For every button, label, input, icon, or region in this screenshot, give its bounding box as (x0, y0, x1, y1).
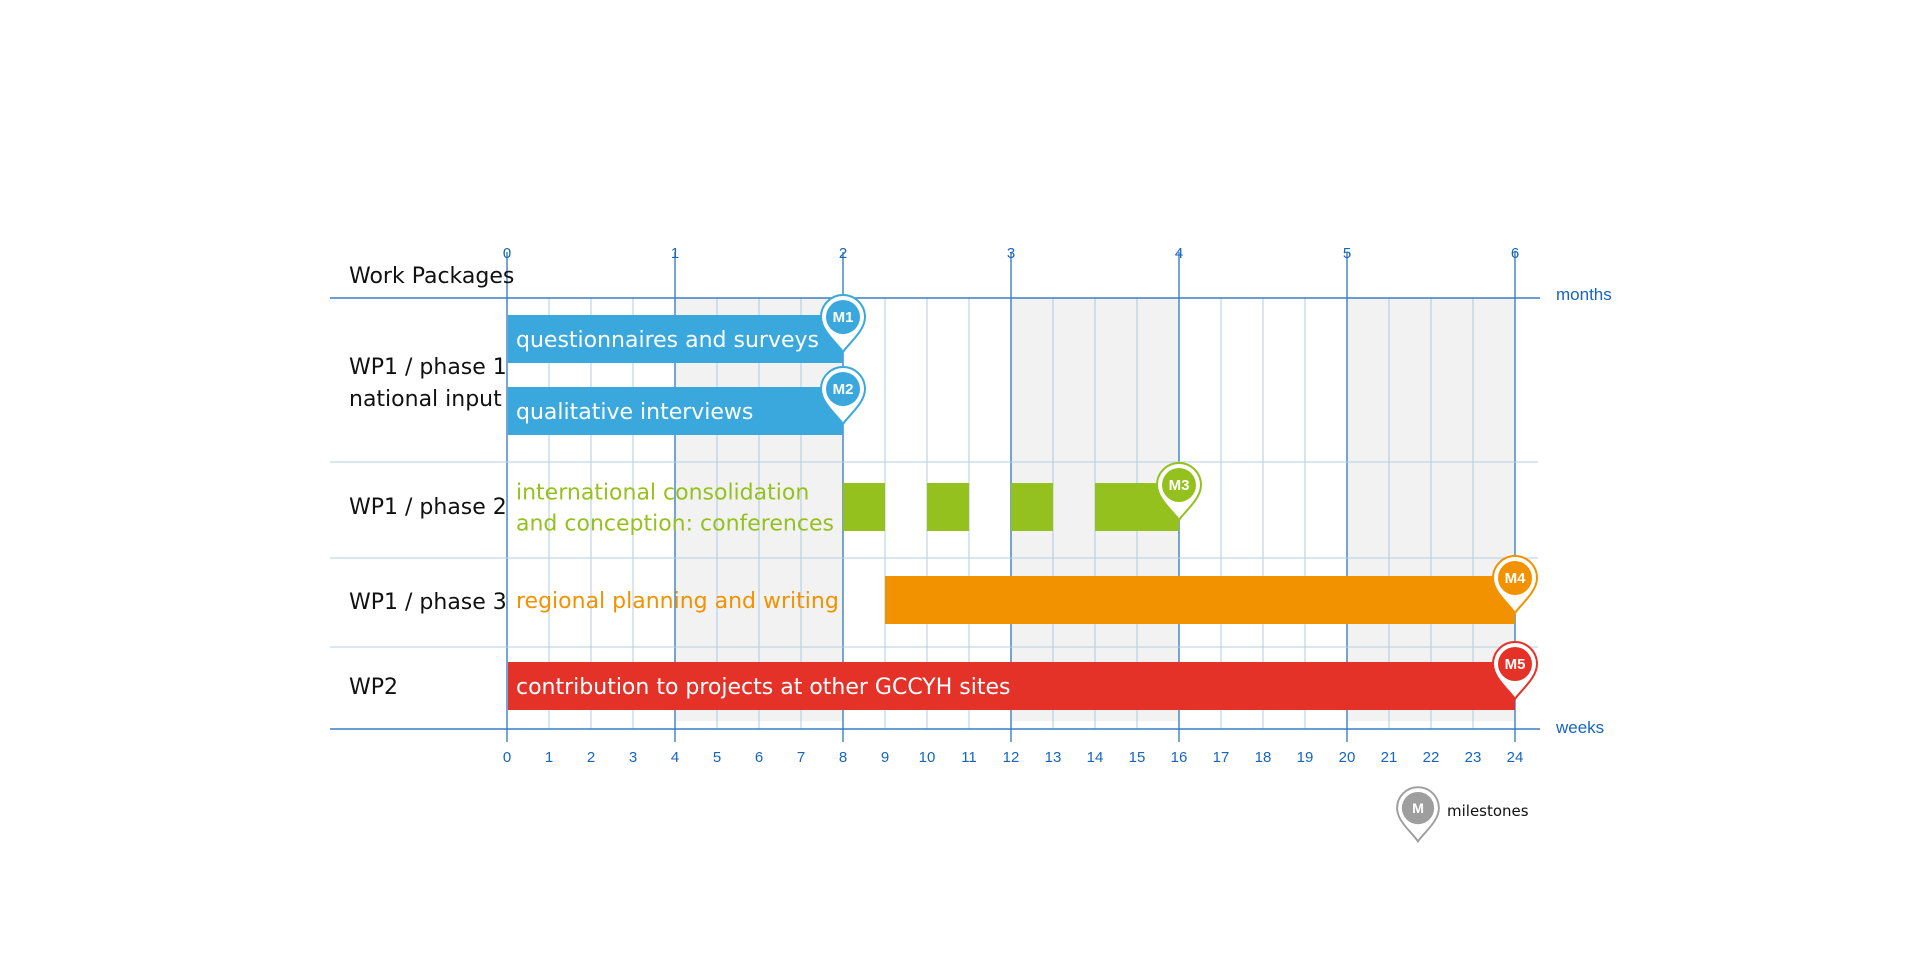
milestone-pin-fill (826, 300, 860, 334)
month-tick-label: 0 (503, 245, 511, 262)
week-tick-label: 3 (629, 749, 637, 766)
row-labels: WP1 / phase 1 national input WP1 / phase 2… (349, 355, 507, 700)
week-tick-label: 10 (919, 749, 936, 766)
task-bar (508, 662, 1515, 710)
row-label: WP2 (349, 675, 398, 700)
months-axis-label: months (1556, 285, 1612, 304)
week-tick-label: 8 (839, 749, 847, 766)
week-tick-label: 19 (1297, 749, 1314, 766)
month-tick-label: 4 (1175, 245, 1183, 262)
task-bar (927, 483, 969, 531)
task-label: international consolidation (516, 481, 809, 506)
row-label: WP1 / phase 3 (349, 590, 507, 615)
row-label: national input (349, 387, 502, 412)
milestone-pin-fill (1498, 647, 1532, 681)
week-tick-label: 1 (545, 749, 553, 766)
tasks: questionnaires and surveys qualitative in… (508, 315, 1515, 710)
week-tick-label: 11 (961, 749, 977, 766)
milestone-label: M5 (1505, 656, 1526, 673)
task-bar (508, 315, 843, 363)
week-tick-label: 15 (1129, 749, 1146, 766)
week-tick-label: 21 (1381, 749, 1398, 766)
milestone-label: M (1412, 801, 1424, 817)
legend: milestones M (1396, 786, 1529, 844)
row-label: WP1 / phase 1 (349, 355, 507, 380)
task-bar (508, 387, 843, 435)
milestone-label: M3 (1169, 477, 1190, 494)
task: questionnaires and surveys (508, 315, 843, 363)
milestone-pin-fill (1401, 791, 1435, 825)
week-tick-label: 7 (797, 749, 805, 766)
milestone-label: M2 (833, 381, 854, 398)
chart-title: Work Packages (349, 264, 514, 289)
milestones: M1 M2 M3 M4 M5 (819, 294, 1539, 701)
task-label: questionnaires and surveys (516, 328, 819, 353)
month-tick-label: 6 (1511, 245, 1519, 262)
week-tick-label: 16 (1171, 749, 1188, 766)
axes: Work Packages months weeks 0 1 2 3 4 5 60 1 2 3 4 5… (349, 245, 1612, 766)
milestone-marker: M3 (1155, 462, 1203, 522)
month-tick-label: 1 (671, 245, 679, 262)
milestone-marker: M1 (819, 294, 867, 354)
task: contribution to projects at other GCCYH … (508, 662, 1515, 710)
milestone-pin-fill (826, 372, 860, 406)
task-bar (1011, 483, 1053, 531)
week-tick-label: 5 (713, 749, 721, 766)
task-label: contribution to projects at other GCCYH … (516, 675, 1010, 700)
week-tick-label: 23 (1465, 749, 1482, 766)
week-tick-label: 13 (1045, 749, 1062, 766)
milestone-marker: M (1396, 786, 1440, 844)
legend-label: milestones (1447, 802, 1529, 820)
task: international consolidation and conceptio… (516, 481, 1179, 537)
week-tick-label: 17 (1213, 749, 1230, 766)
task: regional planning and writing (516, 576, 1515, 624)
week-tick-label: 22 (1423, 749, 1440, 766)
week-tick-label: 12 (1003, 749, 1020, 766)
week-tick-label: 4 (671, 749, 679, 766)
task-label: and conception: conferences (516, 512, 834, 537)
week-tick-label: 14 (1087, 749, 1104, 766)
milestone-marker: M4 (1491, 555, 1539, 615)
week-tick-label: 24 (1507, 749, 1524, 766)
week-tick-label: 18 (1255, 749, 1272, 766)
task: qualitative interviews (508, 387, 843, 435)
week-tick-label: 2 (587, 749, 595, 766)
task-label: qualitative interviews (516, 400, 753, 425)
row-label: WP1 / phase 2 (349, 495, 507, 520)
month-tick-label: 2 (839, 245, 847, 262)
milestone-label: M1 (833, 309, 854, 326)
week-tick-label: 0 (503, 749, 511, 766)
weeks-axis-label: weeks (1555, 718, 1604, 737)
task-bar (885, 576, 1515, 624)
task-label: regional planning and writing (516, 589, 839, 614)
week-tick-label: 6 (755, 749, 763, 766)
milestone-marker: M2 (819, 366, 867, 426)
milestone-pin-fill (1162, 468, 1196, 502)
week-tick-label: 20 (1339, 749, 1356, 766)
task-bar (843, 483, 885, 531)
month-tick-label: 5 (1343, 245, 1351, 262)
milestone-label: M4 (1505, 570, 1526, 587)
milestone-marker: M5 (1491, 641, 1539, 701)
month-tick-label: 3 (1007, 245, 1015, 262)
milestone-pin-fill (1498, 561, 1532, 595)
week-tick-label: 9 (881, 749, 889, 766)
